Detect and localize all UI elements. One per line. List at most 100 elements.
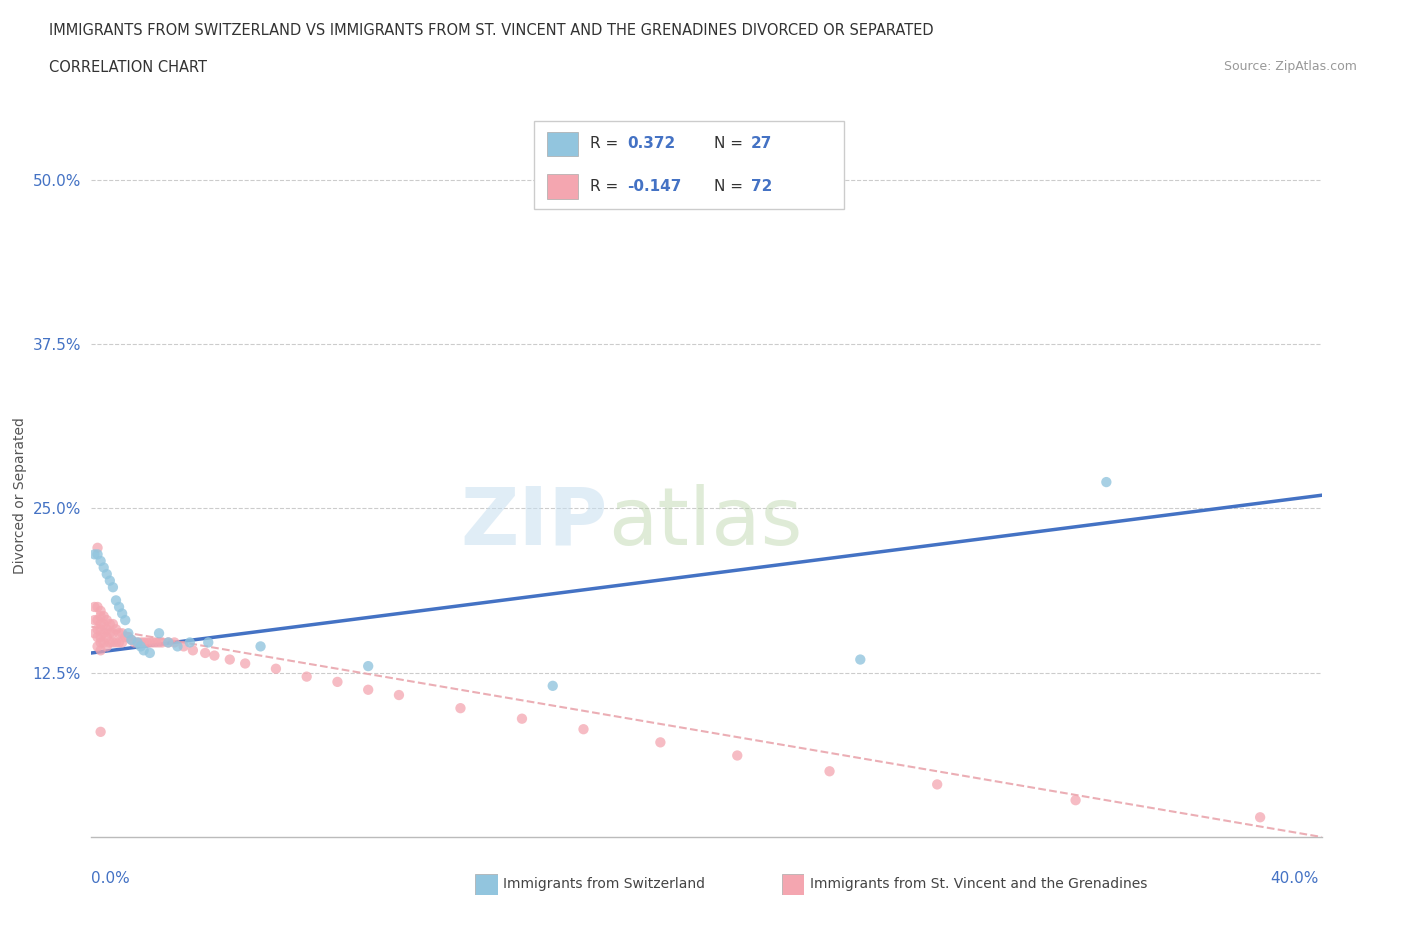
Point	[105, 635, 127, 650]
Point	[108, 600, 131, 615]
Point	[249, 639, 271, 654]
Text: Immigrants from Switzerland: Immigrants from Switzerland	[503, 876, 706, 891]
Point	[127, 635, 149, 650]
Text: Source: ZipAtlas.com: Source: ZipAtlas.com	[1223, 60, 1357, 73]
Point	[86, 622, 108, 637]
Point	[86, 540, 108, 555]
Point	[83, 626, 105, 641]
Text: atlas: atlas	[607, 484, 803, 562]
Point	[93, 560, 115, 575]
Text: Immigrants from St. Vincent and the Grenadines: Immigrants from St. Vincent and the Gren…	[810, 876, 1147, 891]
Point	[86, 547, 108, 562]
Point	[111, 635, 134, 650]
Point	[132, 635, 155, 650]
Point	[101, 635, 124, 650]
Point	[139, 635, 162, 650]
Point	[117, 626, 139, 641]
Point	[120, 632, 142, 647]
Text: CORRELATION CHART: CORRELATION CHART	[49, 60, 207, 75]
FancyBboxPatch shape	[547, 131, 578, 156]
Point	[124, 635, 146, 650]
Point	[295, 670, 318, 684]
Point	[157, 635, 180, 650]
Point	[90, 724, 112, 739]
Point	[86, 613, 108, 628]
Point	[818, 764, 841, 778]
Point	[111, 626, 134, 641]
Point	[264, 661, 287, 676]
Point	[849, 652, 872, 667]
Point	[1249, 810, 1271, 825]
Point	[86, 600, 108, 615]
Point	[96, 566, 118, 581]
Point	[449, 700, 471, 715]
Point	[120, 632, 142, 647]
Text: R =: R =	[591, 179, 623, 193]
Point	[157, 635, 180, 650]
Point	[129, 639, 152, 654]
Y-axis label: Divorced or Separated: Divorced or Separated	[13, 417, 27, 574]
Point	[108, 626, 131, 641]
Point	[98, 626, 121, 641]
Point	[101, 579, 124, 594]
Text: 27: 27	[751, 137, 772, 152]
Point	[541, 678, 564, 693]
Point	[135, 635, 157, 650]
Point	[181, 643, 204, 658]
Text: N =: N =	[714, 179, 748, 193]
Point	[83, 547, 105, 562]
Point	[166, 639, 188, 654]
Point	[86, 639, 108, 654]
Point	[86, 630, 108, 644]
Point	[96, 639, 118, 654]
Point	[163, 635, 186, 650]
Point	[90, 609, 112, 624]
FancyBboxPatch shape	[547, 174, 578, 199]
Point	[218, 652, 240, 667]
Point	[90, 643, 112, 658]
Point	[725, 748, 748, 763]
Point	[388, 687, 411, 702]
Point	[98, 635, 121, 650]
Point	[650, 735, 672, 750]
Point	[148, 635, 170, 650]
Point	[101, 626, 124, 641]
Text: 0.0%: 0.0%	[91, 871, 131, 886]
Point	[90, 604, 112, 618]
Text: -0.147: -0.147	[627, 179, 682, 193]
Point	[1095, 474, 1118, 489]
Point	[96, 630, 118, 644]
Point	[114, 613, 136, 628]
Point	[139, 645, 162, 660]
Point	[127, 635, 149, 650]
Point	[96, 622, 118, 637]
Point	[150, 635, 173, 650]
Point	[129, 635, 152, 650]
Point	[194, 645, 217, 660]
Point	[105, 622, 127, 637]
Point	[83, 600, 105, 615]
Point	[179, 635, 201, 650]
Point	[96, 613, 118, 628]
Point	[101, 617, 124, 631]
Point	[105, 593, 127, 608]
Point	[233, 656, 256, 671]
Point	[357, 683, 380, 698]
Point	[148, 626, 170, 641]
Point	[1064, 792, 1087, 807]
Point	[108, 635, 131, 650]
Point	[90, 630, 112, 644]
Point	[83, 613, 105, 628]
FancyBboxPatch shape	[534, 121, 844, 209]
Text: N =: N =	[714, 137, 748, 152]
Point	[173, 639, 195, 654]
Point	[98, 617, 121, 631]
Point	[145, 635, 167, 650]
Point	[142, 635, 165, 650]
Point	[90, 622, 112, 637]
Point	[98, 573, 121, 588]
Point	[90, 635, 112, 650]
Point	[927, 777, 949, 791]
Text: ZIP: ZIP	[461, 484, 607, 562]
Text: 0.372: 0.372	[627, 137, 675, 152]
